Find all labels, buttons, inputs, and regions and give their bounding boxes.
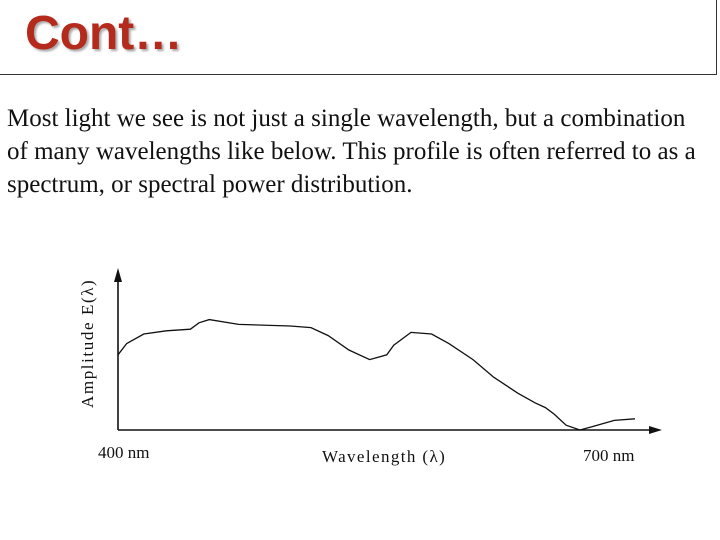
y-axis-label: Amplitude E(λ) — [78, 279, 97, 408]
x-axis-label: Wavelength (λ) — [322, 447, 446, 466]
spectrum-line — [117, 318, 636, 431]
x-tick-label-700: 700 nm — [583, 446, 634, 465]
x-axis-arrow — [649, 426, 662, 434]
y-axis-arrow — [114, 268, 122, 282]
title-frame — [0, 0, 717, 75]
slide-title: Cont… — [25, 7, 183, 60]
slide-body-text: Most light we see is not just a single w… — [7, 105, 696, 198]
x-tick-label-400: 400 nm — [98, 443, 149, 462]
